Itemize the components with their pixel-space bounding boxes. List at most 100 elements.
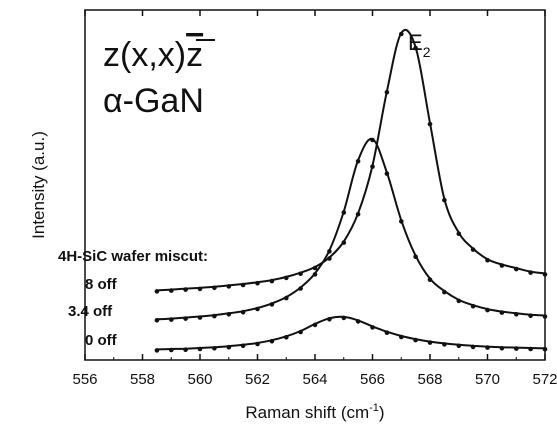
data-point (542, 347, 548, 352)
data-point (427, 277, 433, 283)
data-point (370, 325, 375, 330)
data-point (169, 317, 174, 322)
data-point (470, 247, 476, 252)
data-point (240, 343, 246, 349)
data-point (485, 257, 490, 263)
data-point (384, 90, 390, 95)
data-point (413, 45, 418, 51)
series-label-8-off: 8 off (85, 276, 118, 293)
data-point (226, 312, 232, 317)
data-point (485, 307, 490, 313)
data-point (298, 271, 303, 277)
data-point (485, 345, 490, 350)
data-point (370, 164, 375, 169)
data-point (399, 219, 404, 224)
data-point (470, 344, 476, 350)
x-tick-label: 566 (360, 371, 385, 388)
x-axis-label: Raman shift (cm-1) (245, 402, 384, 422)
fit-curve-series-0 (156, 28, 546, 292)
data-point (327, 256, 332, 261)
data-point (327, 249, 332, 254)
data-point (413, 337, 418, 343)
series-label-3-4-off: 3.4 off (68, 303, 113, 320)
x-tick-label: 570 (475, 371, 500, 388)
data-point (384, 330, 390, 336)
data-point (169, 288, 174, 293)
data-point (456, 343, 462, 349)
data-point (355, 159, 361, 164)
data-point (370, 137, 375, 143)
data-point (514, 266, 519, 272)
data-point (197, 315, 203, 320)
data-point (269, 302, 275, 307)
x-tick-label: 572 (532, 371, 557, 388)
series-points (154, 31, 548, 353)
data-point (528, 313, 533, 319)
data-point (427, 340, 433, 345)
data-point (442, 342, 447, 347)
data-point (197, 286, 203, 292)
x-tick-label: 558 (130, 371, 155, 388)
x-tick-label: 556 (72, 371, 97, 388)
data-point (499, 263, 505, 268)
data-point (514, 312, 519, 317)
data-point (255, 341, 260, 347)
data-point (212, 285, 217, 291)
fit-curve-series-2 (156, 315, 546, 351)
data-point (240, 309, 246, 315)
data-point (528, 270, 533, 275)
data-point (427, 121, 433, 127)
data-point (399, 31, 404, 37)
data-point (183, 316, 188, 321)
data-point (212, 346, 217, 351)
data-point (226, 344, 232, 350)
series-label-0-off: 0 off (85, 332, 118, 349)
data-point (183, 347, 188, 353)
data-point (341, 240, 347, 245)
x-ticks: 556 558 560 562 564 566 568 570 572 (72, 10, 557, 388)
data-point (499, 346, 505, 351)
data-point (528, 346, 533, 352)
data-point (542, 314, 548, 319)
data-point (384, 171, 390, 176)
data-point (355, 212, 361, 217)
miscut-header: 4H-SiC wafer miscut: (58, 248, 208, 265)
data-point (284, 295, 289, 301)
data-point (312, 272, 318, 277)
x-tick-label: 560 (187, 371, 212, 388)
data-point (284, 275, 289, 281)
data-point (255, 280, 260, 286)
geometry-annotation: z(x,x)z (103, 36, 203, 74)
data-point (169, 347, 174, 353)
data-point (341, 315, 347, 321)
data-point (413, 254, 418, 259)
data-point (327, 317, 332, 322)
data-point (355, 319, 361, 324)
data-point (341, 210, 347, 215)
data-point (312, 265, 318, 271)
data-point (269, 278, 275, 284)
data-point (399, 334, 404, 340)
data-point (442, 289, 447, 295)
data-point (298, 286, 303, 291)
y-axis-label: Intensity (a.u.) (29, 131, 48, 239)
x-tick-label: 564 (302, 371, 327, 388)
data-point (542, 272, 548, 277)
data-point (442, 197, 447, 203)
data-point (470, 303, 476, 309)
data-point (269, 338, 275, 344)
data-point (456, 231, 462, 236)
series-curves (156, 28, 546, 351)
data-point (212, 313, 217, 319)
x-tick-label: 562 (245, 371, 270, 388)
data-point (255, 306, 260, 312)
data-point (456, 298, 462, 304)
data-point (298, 329, 303, 335)
data-point (284, 335, 289, 340)
data-point (197, 346, 203, 352)
data-point (514, 346, 519, 351)
data-point (240, 282, 246, 288)
data-point (154, 289, 160, 294)
e2-mode-label: E2 (408, 30, 431, 60)
